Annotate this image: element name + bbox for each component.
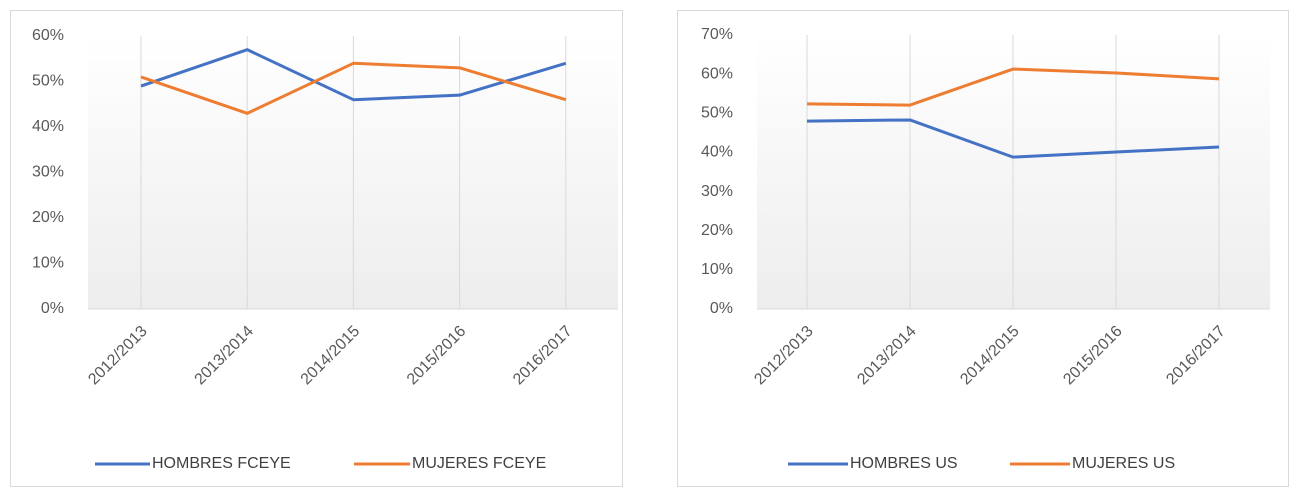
y-tick-label: 0% [41,300,64,317]
legend-label: HOMBRES FCEYE [152,455,291,472]
series-line [806,118,1220,159]
legend-label: MUJERES US [1072,455,1175,472]
y-tick-label: 40% [701,144,733,161]
y-tick-label: 40% [32,118,64,135]
y-tick-label: 20% [32,209,64,226]
legend-label: MUJERES FCEYE [412,455,546,472]
y-tick-label: 30% [701,183,733,200]
y-tick-label: 60% [32,27,64,44]
y-tick-label: 50% [701,105,733,122]
series-line [140,61,567,115]
y-tick-label: 20% [701,222,733,239]
y-tick-label: 0% [710,300,733,317]
y-tick-label: 60% [701,65,733,82]
y-tick-label: 70% [701,26,733,43]
y-tick-label: 10% [32,255,64,272]
y-tick-label: 30% [32,164,64,181]
series-line [806,67,1220,107]
y-tick-label: 10% [701,261,733,278]
y-tick-label: 50% [32,73,64,90]
series-line [140,48,567,102]
legend-label: HOMBRES US [850,455,958,472]
